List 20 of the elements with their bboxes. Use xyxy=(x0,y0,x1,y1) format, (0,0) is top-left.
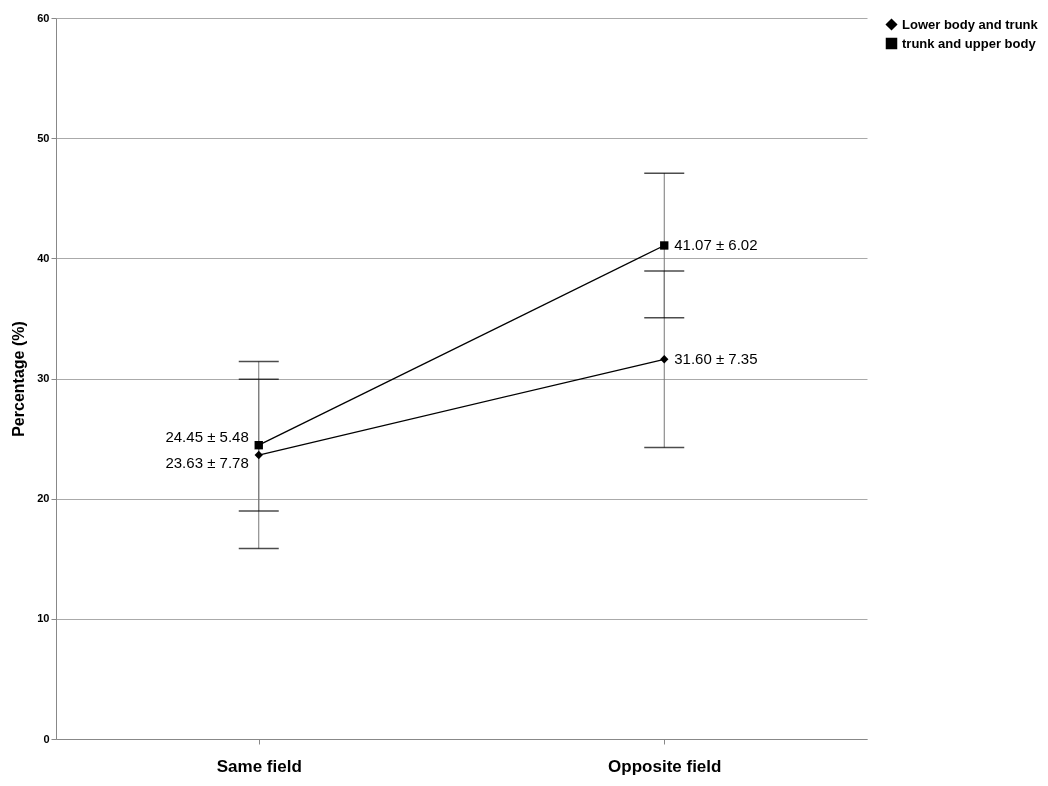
y-tick-label: 10 xyxy=(37,612,50,625)
data-label: 31.60 ± 7.35 xyxy=(674,350,758,368)
legend-label: trunk and upper body xyxy=(902,35,1037,51)
point xyxy=(254,441,263,450)
x-tick-label: Opposite field xyxy=(608,756,722,776)
data-label: 41.07 ± 6.02 xyxy=(674,236,758,254)
y-axis-title: Percentage (%) xyxy=(10,321,28,437)
x-tick-label: Same field xyxy=(216,756,302,776)
data-label: 24.45 ± 5.48 xyxy=(165,428,249,446)
data-label: 23.63 ± 7.78 xyxy=(165,454,249,472)
y-tick-label: 40 xyxy=(37,251,50,264)
legend-label: Lower body and trunk xyxy=(902,16,1039,32)
y-tick-label: 20 xyxy=(37,492,50,505)
y-tick-label: 50 xyxy=(37,131,50,144)
point xyxy=(660,241,669,250)
y-tick-label: 0 xyxy=(43,732,50,745)
point xyxy=(254,450,263,460)
point xyxy=(660,355,669,364)
y-tick-label: 30 xyxy=(37,372,50,384)
y-tick-label: 60 xyxy=(37,11,50,24)
